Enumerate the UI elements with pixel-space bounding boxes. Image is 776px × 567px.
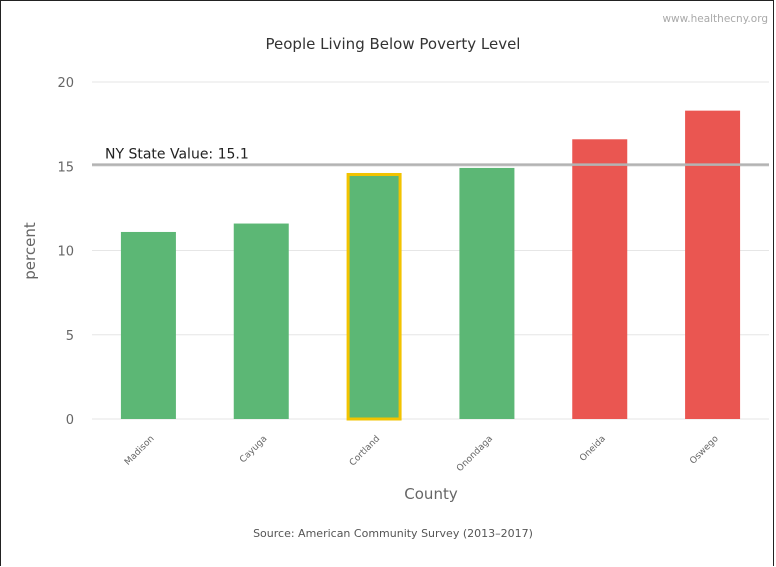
chart-title: People Living Below Poverty Level (266, 35, 521, 53)
y-tick-label: 15 (57, 160, 74, 175)
y-tick-label: 10 (57, 245, 74, 260)
reference-line-label: NY State Value: 15.1 (105, 147, 249, 163)
bar-oneida[interactable] (572, 139, 628, 420)
x-tick-label: Madison (123, 434, 157, 468)
bar-oswego[interactable] (685, 110, 741, 420)
x-tick-label: Oneida (578, 434, 608, 464)
y-tick-label: 5 (66, 329, 74, 344)
bars (120, 110, 741, 421)
source-note: Source: American Community Survey (2013–… (253, 527, 533, 540)
x-tick-label: Cayuga (238, 434, 269, 465)
reference-line-group: NY State Value: 15.1 (92, 147, 769, 166)
watermark: www.healthecny.org (662, 13, 768, 25)
y-tick-label: 20 (57, 76, 74, 91)
y-tick-label: 0 (66, 413, 74, 428)
bar-madison[interactable] (120, 231, 176, 419)
x-axis-ticks: Madison Cayuga Cortland Onondaga Oneida Osweg… (123, 434, 721, 474)
x-tick-label: Cortland (348, 434, 382, 468)
y-axis-ticks: 0 5 10 15 20 (57, 76, 74, 428)
bar-cortland[interactable] (346, 172, 402, 421)
y-axis-title: percent (21, 222, 39, 280)
bar-cayuga[interactable] (233, 223, 289, 419)
gridlines (92, 81, 769, 420)
bar-onondaga[interactable] (459, 167, 515, 419)
x-tick-label: Onondaga (455, 434, 495, 474)
x-tick-label: Oswego (688, 434, 721, 467)
x-axis-title: County (404, 485, 458, 503)
